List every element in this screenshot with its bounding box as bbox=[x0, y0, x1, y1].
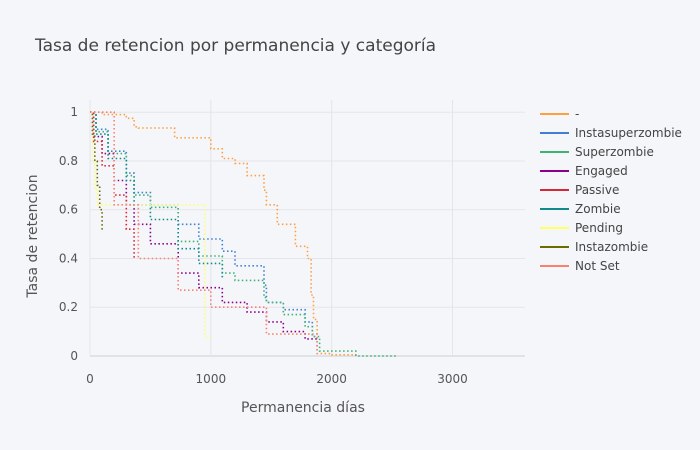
x-axis-label: Permanencia días bbox=[241, 400, 365, 416]
legend-label: Instasuperzombie bbox=[575, 126, 682, 140]
legend-item[interactable]: Engaged bbox=[540, 164, 628, 178]
legend-label: Instazombie bbox=[575, 240, 648, 254]
series-line-0 bbox=[90, 111, 357, 356]
chart-title: Tasa de retencion por permanencia y cate… bbox=[34, 36, 436, 56]
legend-item[interactable]: Not Set bbox=[540, 259, 620, 273]
series-line-7 bbox=[90, 111, 103, 232]
x-tick-label: 3000 bbox=[437, 372, 468, 386]
y-axis-label: Tasa de retencion bbox=[25, 174, 41, 298]
x-tick-label: 1000 bbox=[196, 372, 227, 386]
y-tick-label: 0.2 bbox=[59, 300, 78, 314]
legend-label: Superzombie bbox=[575, 145, 654, 159]
series-layer bbox=[90, 111, 397, 357]
legend-label: Pending bbox=[575, 221, 623, 235]
legend-item[interactable]: Instazombie bbox=[540, 240, 648, 254]
series-line-8 bbox=[90, 111, 318, 354]
plot-area bbox=[90, 100, 525, 356]
y-tick-label: 0 bbox=[70, 349, 78, 363]
legend-label: Not Set bbox=[575, 259, 620, 273]
y-tick-label: 0.4 bbox=[59, 251, 78, 265]
grid-lines bbox=[89, 100, 525, 357]
y-tick-label: 1 bbox=[70, 105, 78, 119]
x-tick-label: 2000 bbox=[316, 372, 347, 386]
legend-item[interactable]: Passive bbox=[540, 183, 619, 197]
series-line-6 bbox=[90, 111, 212, 339]
series-line-1 bbox=[90, 111, 318, 352]
y-tick-label: 0.6 bbox=[59, 203, 78, 217]
y-tick-label: 0.8 bbox=[59, 154, 78, 168]
legend-item[interactable]: Pending bbox=[540, 221, 623, 235]
legend-label: Engaged bbox=[575, 164, 628, 178]
x-tick-label: 0 bbox=[86, 372, 94, 386]
legend-item[interactable]: Instasuperzombie bbox=[540, 126, 682, 140]
legend-label: - bbox=[575, 107, 579, 121]
legend[interactable]: - Instasuperzombie Superzombie Engaged Passi… bbox=[540, 107, 682, 273]
legend-label: Zombie bbox=[575, 202, 621, 216]
legend-item[interactable]: - bbox=[540, 107, 579, 121]
legend-label: Passive bbox=[575, 183, 619, 197]
legend-item[interactable]: Zombie bbox=[540, 202, 621, 216]
tick-labels: 0 0.2 0.4 0.6 0.8 1 0 1000 2000 3000 bbox=[59, 105, 468, 386]
legend-item[interactable]: Superzombie bbox=[540, 145, 654, 159]
